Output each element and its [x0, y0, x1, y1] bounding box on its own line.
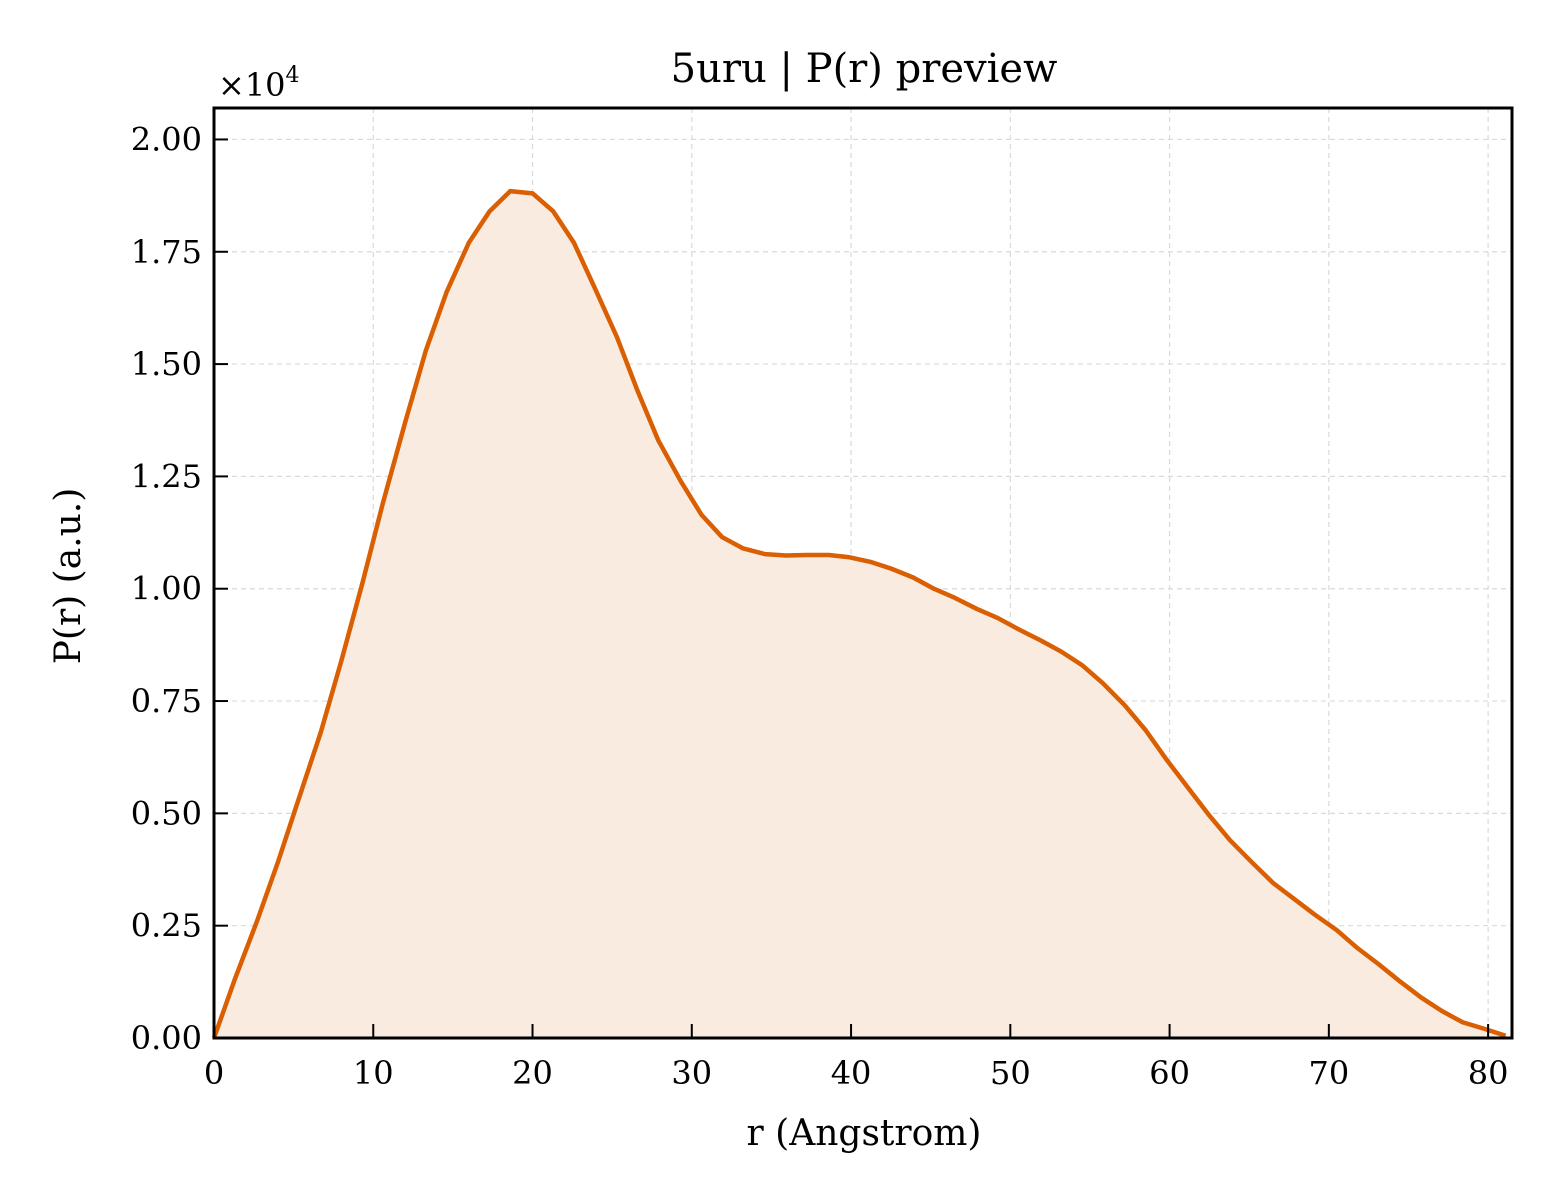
y-tick-label: 1.00 — [131, 570, 202, 608]
y-tick-label: 1.75 — [131, 233, 202, 271]
x-tick-label: 50 — [990, 1054, 1031, 1092]
series-area-fill — [214, 191, 1506, 1038]
y-tick-label: 2.00 — [131, 120, 202, 158]
x-tick-label: 60 — [1149, 1054, 1190, 1092]
y-axis-multiplier: ×104 — [218, 63, 300, 104]
y-axis-label: P(r) (a.u.) — [48, 488, 89, 665]
plot-frame — [212, 106, 1514, 1040]
x-axis-ticks: 0 10 20 30 40 50 60 70 80 — [204, 1024, 1509, 1092]
x-tick-label: 10 — [353, 1054, 394, 1092]
series-line — [211, 188, 1507, 1039]
y-tick-label: 0.75 — [131, 682, 202, 720]
y-tick-label: 1.25 — [131, 457, 202, 495]
x-tick-label: 20 — [512, 1054, 553, 1092]
y-tick-label: 1.50 — [131, 345, 202, 383]
x-tick-label: 70 — [1308, 1054, 1349, 1092]
y-axis-ticks: 0.00 0.25 0.50 0.75 1.00 1.25 1.50 1.75 2.00 — [131, 120, 228, 1057]
x-tick-label: 40 — [831, 1054, 872, 1092]
y-tick-label: 0.25 — [131, 907, 202, 945]
x-tick-label: 30 — [671, 1054, 712, 1092]
x-axis-label: r (Angstrom) — [747, 1113, 982, 1154]
x-tick-label: 80 — [1468, 1054, 1509, 1092]
y-axis-multiplier-base: ×10 — [218, 66, 286, 104]
x-tick-label: 0 — [204, 1054, 224, 1092]
y-tick-label: 0.50 — [131, 794, 202, 832]
y-tick-label: 0.00 — [131, 1019, 202, 1057]
chart-title: 5uru | P(r) preview — [671, 46, 1058, 92]
y-axis-multiplier-exponent: 4 — [286, 63, 300, 88]
